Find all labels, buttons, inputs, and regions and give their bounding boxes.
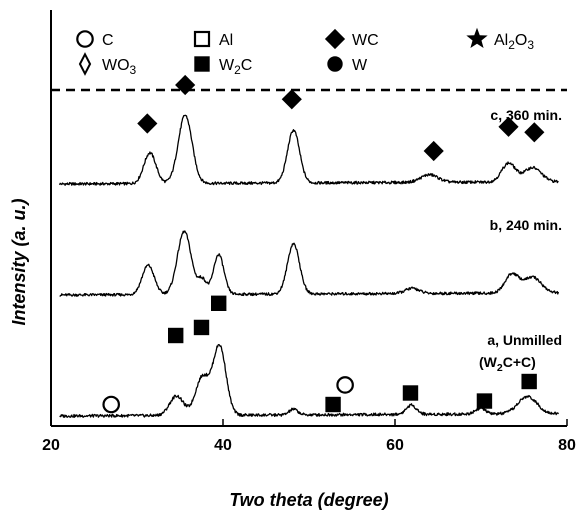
legend-item: W — [327, 56, 368, 74]
trace-label-line2: (W2C+C) — [479, 354, 536, 374]
peak-marker-filled-square-icon — [193, 319, 210, 336]
legend-item: WO3 — [78, 52, 137, 77]
x-tick-label: 20 — [42, 437, 60, 454]
y-axis-title: Intensity (a. u.) — [9, 198, 29, 325]
filled-diamond-icon — [324, 28, 346, 50]
peak-marker-filled-square-icon — [402, 385, 419, 401]
x-axis-title: Two theta (degree) — [229, 490, 388, 510]
series-trace: b, 240 min. — [59, 217, 562, 297]
peak-marker-filled-square-icon — [476, 393, 493, 409]
peak-marker-filled-square-icon — [521, 373, 537, 390]
x-tick-label: 40 — [214, 437, 232, 454]
legend-item: Al — [193, 30, 233, 49]
filled-square-icon — [194, 56, 210, 72]
legend-label: Al2O3 — [494, 32, 534, 52]
open-diamond-icon — [78, 52, 92, 76]
x-ticks: 20 40 60 80 — [42, 419, 576, 454]
peak-marker-filled-diamond-icon — [423, 140, 444, 162]
peak-marker-filled-square-icon — [211, 295, 227, 311]
trace-label: b, 240 min. — [490, 217, 562, 233]
open-square-icon — [193, 30, 211, 48]
trace-label: c, 360 min. — [490, 107, 562, 123]
legend-item: C — [76, 30, 114, 49]
trace-line — [59, 230, 560, 297]
peak-marker-filled-square-icon — [168, 327, 184, 344]
legend-label: C — [102, 32, 114, 49]
filled-star-icon — [466, 27, 488, 49]
legend-label: WC — [352, 32, 379, 49]
legend: C Al WC Al2O3 WO3 W2C W — [76, 27, 534, 77]
series-trace: a, Unmilled (W2C+C) — [59, 295, 562, 418]
peak-marker-filled-diamond-icon — [175, 74, 196, 96]
axes — [50, 10, 567, 427]
trace-label: a, Unmilled — [487, 332, 562, 348]
peak-marker-filled-diamond-icon — [498, 116, 519, 137]
x-tick-label: 60 — [386, 437, 404, 454]
peak-marker-open-circle-icon — [336, 376, 354, 394]
legend-item: WC — [324, 28, 379, 50]
legend-label: W — [352, 57, 368, 74]
legend-label: Al — [219, 32, 233, 49]
peak-marker-filled-diamond-icon — [137, 113, 158, 134]
traces: c, 360 min. b, 240 min. a, Unmilled (W2C+C) — [58, 74, 562, 418]
peak-marker-open-circle-icon — [102, 395, 120, 414]
legend-label: WO3 — [102, 57, 137, 77]
open-circle-icon — [76, 30, 94, 48]
x-tick-label: 80 — [558, 437, 576, 454]
series-trace: c, 360 min. — [58, 74, 562, 186]
peak-marker-filled-diamond-icon — [524, 122, 545, 143]
legend-item: Al2O3 — [466, 27, 534, 52]
legend-label: W2C — [219, 57, 252, 77]
trace-line — [59, 343, 559, 418]
peak-marker-filled-square-icon — [325, 396, 341, 413]
filled-circle-icon — [327, 56, 343, 72]
legend-item: W2C — [194, 56, 252, 77]
peak-marker-filled-diamond-icon — [281, 89, 302, 110]
trace-line — [58, 114, 559, 186]
